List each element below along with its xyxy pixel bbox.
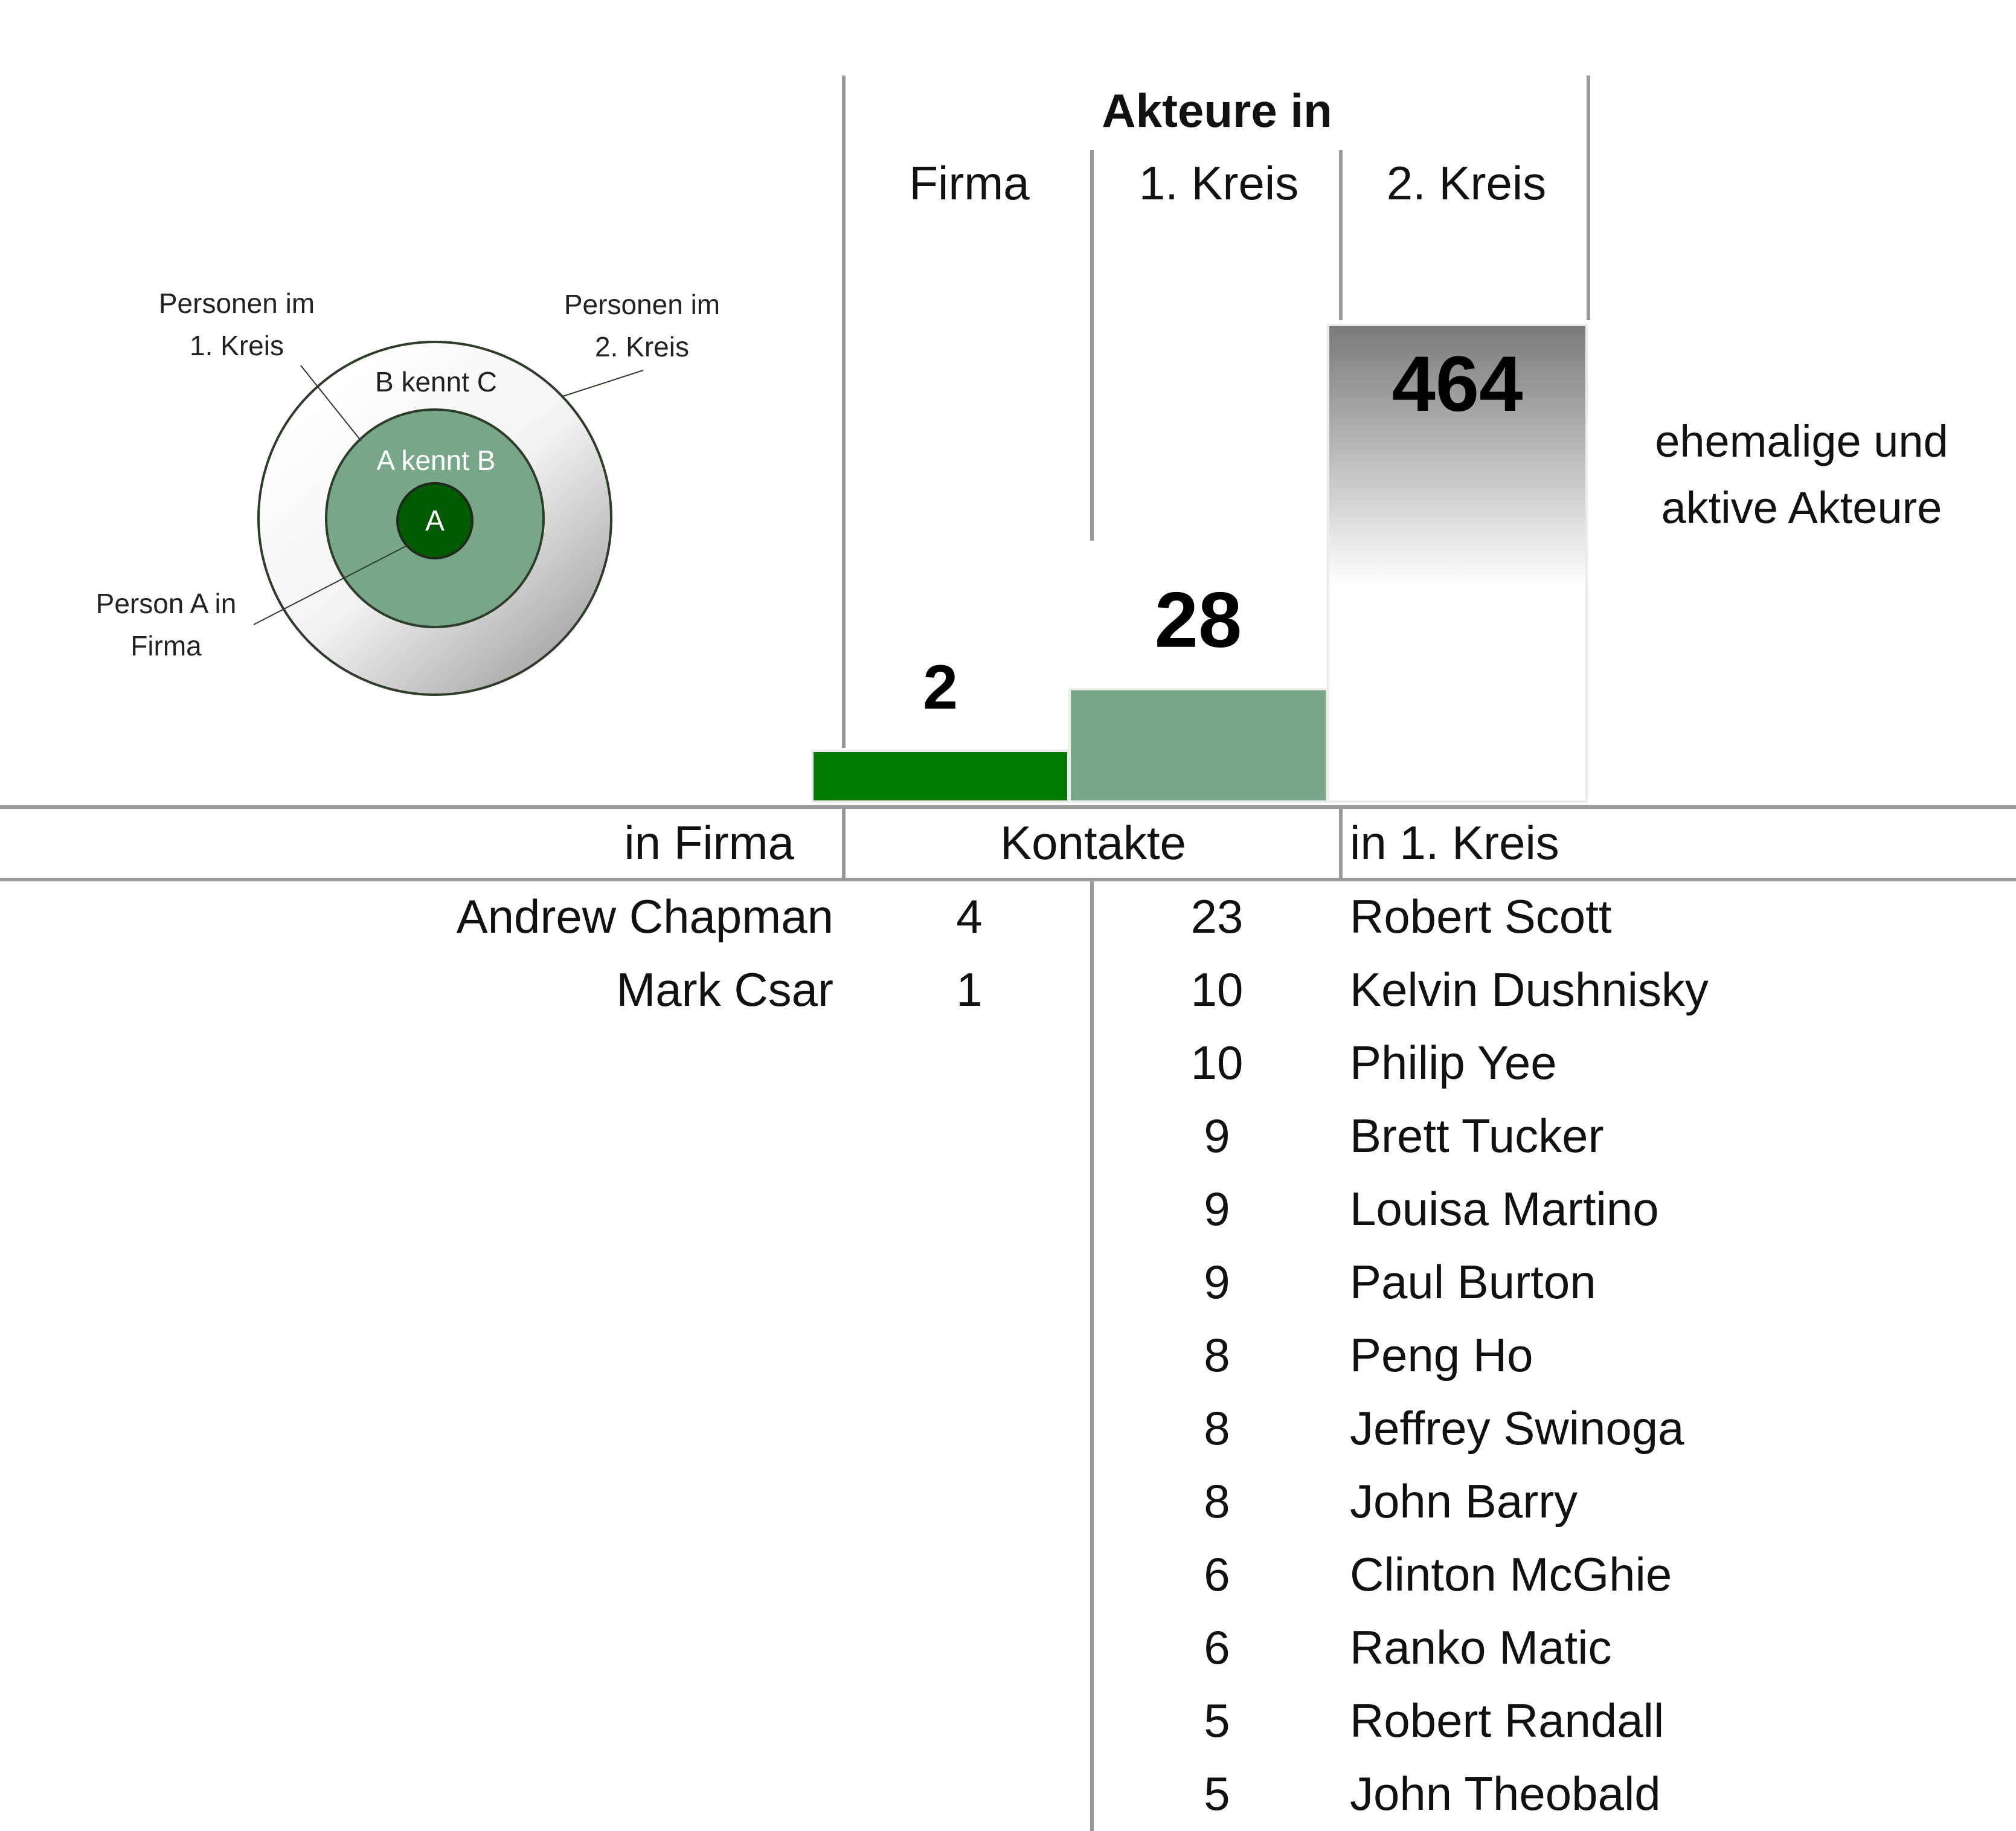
kreis-row-name: Louisa Martino <box>1350 1182 1659 1235</box>
bar-0 <box>814 752 1067 800</box>
label-person-a-line2: Firma <box>130 630 202 661</box>
side-note-line1: ehemalige und <box>1655 416 1948 466</box>
circle-diagram: B kennt C A kennt B A Personen im 1. Kre… <box>96 288 720 696</box>
kreis-row-contacts: 10 <box>1191 1036 1244 1089</box>
kreis-row-contacts: 5 <box>1204 1767 1230 1820</box>
kreis-row-contacts: 9 <box>1204 1182 1230 1235</box>
kreis-row-contacts: 8 <box>1204 1475 1230 1528</box>
kreis-row-contacts: 9 <box>1204 1109 1230 1162</box>
label-second-circle-line2: 2. Kreis <box>595 331 689 362</box>
side-note: ehemalige und aktive Akteure <box>1655 416 1948 533</box>
kreis-row-contacts: 9 <box>1204 1255 1230 1308</box>
bar-value-label-2: 464 <box>1392 339 1523 428</box>
table-header-left: in Firma <box>624 816 794 869</box>
kreis-row-name: Robert Scott <box>1350 890 1612 943</box>
column-header-firma: Firma <box>909 156 1030 210</box>
column-header-kreis2: 2. Kreis <box>1387 156 1546 210</box>
kreis-row-name: Ranko Matic <box>1350 1621 1612 1674</box>
label-person-a-line1: Person A in <box>96 588 237 619</box>
column-header-kreis1: 1. Kreis <box>1139 156 1299 210</box>
bar-group: 2 28 464 <box>811 324 1588 803</box>
bar-1 <box>1071 690 1326 800</box>
kreis-row-name: Peng Ho <box>1350 1328 1533 1382</box>
kreis-row-contacts: 8 <box>1204 1401 1230 1455</box>
firma-row-contacts: 1 <box>956 963 982 1016</box>
kreis-row-name: Kelvin Dushnisky <box>1350 963 1709 1016</box>
kreis-row-name: Brett Tucker <box>1350 1109 1603 1162</box>
table-header-middle: Kontakte <box>1000 816 1186 869</box>
kreis-row-name: Paul Burton <box>1350 1255 1596 1308</box>
kreis-row-contacts: 23 <box>1191 890 1244 943</box>
kreis-row-contacts: 6 <box>1204 1621 1230 1674</box>
kreis-row-name: Clinton McGhie <box>1350 1548 1672 1601</box>
table-rows: Andrew Chapman 4 Mark Csar 1 23 Robert Scott 1… <box>457 890 1709 1820</box>
ring-outer-label: B kennt C <box>375 366 497 397</box>
chart-title: Akteure in <box>1102 84 1332 137</box>
kreis-row-name: John Barry <box>1350 1475 1578 1528</box>
label-second-circle-line1: Personen im <box>564 289 720 320</box>
side-note-line2: aktive Akteure <box>1661 483 1942 533</box>
kreis-row-contacts: 6 <box>1204 1548 1230 1601</box>
kreis-row-contacts: 5 <box>1204 1694 1230 1747</box>
firma-row-name: Andrew Chapman <box>457 890 833 943</box>
chart-header: Akteure in Firma 1. Kreis 2. Kreis <box>909 84 1546 210</box>
bar-2 <box>1329 326 1585 800</box>
kreis-row-contacts: 8 <box>1204 1328 1230 1382</box>
label-first-circle-line2: 1. Kreis <box>190 330 284 361</box>
table-header-right: in 1. Kreis <box>1350 816 1559 869</box>
leader-line-second-circle <box>562 370 644 397</box>
ring-inner-label: A <box>425 505 445 537</box>
bar-value-label-1: 28 <box>1155 576 1242 664</box>
kreis-row-name: Robert Randall <box>1350 1694 1664 1747</box>
kreis-row-name: John Theobald <box>1350 1767 1661 1820</box>
firma-row-contacts: 4 <box>956 890 982 943</box>
leader-line-first-circle <box>300 365 362 442</box>
ring-middle-label: A kennt B <box>377 445 496 476</box>
kreis-row-name: Jeffrey Swinoga <box>1350 1401 1684 1455</box>
kreis-row-name: Philip Yee <box>1350 1036 1557 1089</box>
table-header: in Firma Kontakte in 1. Kreis <box>624 816 1559 869</box>
inner-ring <box>396 482 474 559</box>
bar-value-label-0: 2 <box>923 652 958 722</box>
label-first-circle-line1: Personen im <box>159 288 315 319</box>
grid-rules <box>0 76 2016 1831</box>
leader-line-person-a <box>253 543 411 625</box>
kreis-row-contacts: 10 <box>1191 963 1244 1016</box>
firma-row-name: Mark Csar <box>616 963 833 1016</box>
